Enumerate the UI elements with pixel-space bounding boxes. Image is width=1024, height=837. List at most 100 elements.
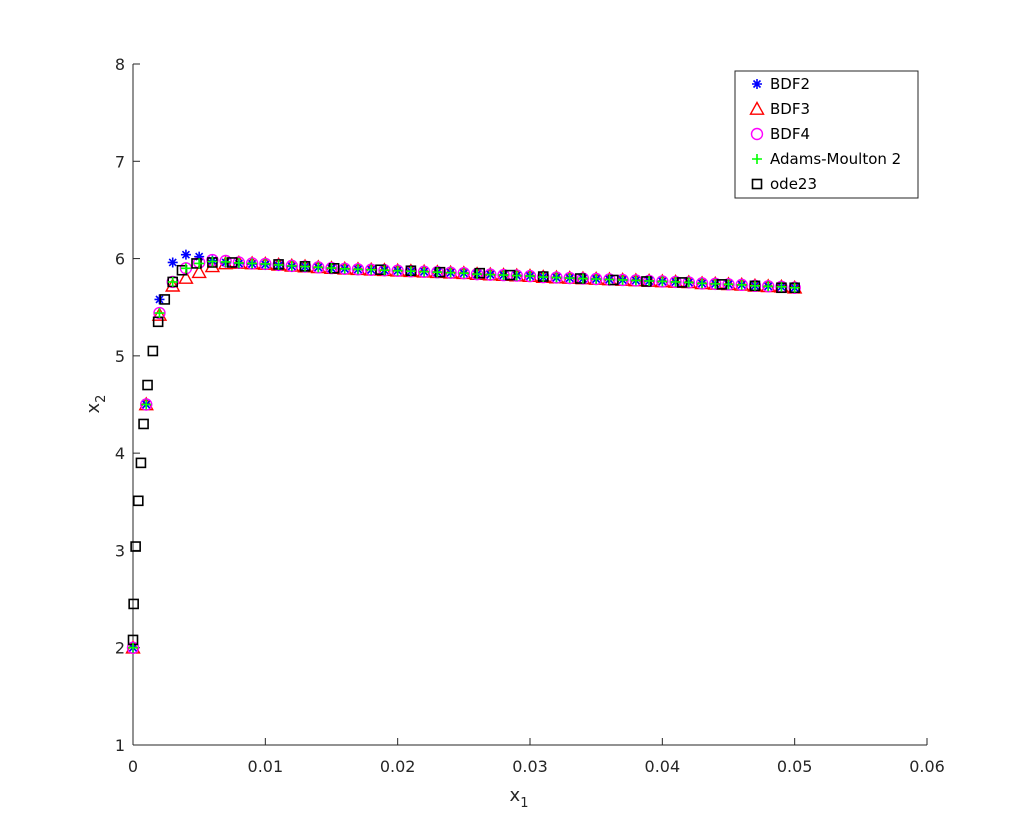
data-point <box>788 281 801 294</box>
data-point <box>325 261 338 275</box>
data-point <box>260 258 271 269</box>
data-point <box>551 272 562 283</box>
data-point <box>194 258 205 269</box>
data-point <box>589 272 603 286</box>
data-point <box>298 260 312 273</box>
data-point <box>130 541 141 552</box>
data-point <box>159 294 171 305</box>
data-point <box>789 282 800 293</box>
legend-label: ode23 <box>770 175 817 193</box>
legend-marker <box>752 79 762 89</box>
data-point <box>695 277 709 290</box>
data-point <box>135 457 147 469</box>
data-point <box>313 262 324 273</box>
data-point <box>132 495 144 507</box>
data-point <box>498 270 509 281</box>
data-point <box>153 306 166 320</box>
data-point <box>485 269 496 280</box>
data-point <box>167 276 178 287</box>
data-point <box>138 418 149 430</box>
data-point <box>391 264 404 277</box>
data-point <box>417 265 431 278</box>
data-point <box>510 269 523 282</box>
data-point <box>735 278 748 292</box>
legend-marker <box>750 127 764 141</box>
data-point <box>644 275 655 286</box>
data-point <box>326 263 337 274</box>
data-point <box>286 260 297 271</box>
data-point <box>141 399 152 410</box>
data-point <box>285 259 298 273</box>
data-point <box>683 277 694 288</box>
x-tick-label: 0.05 <box>777 757 813 776</box>
data-point <box>300 261 311 272</box>
data-point <box>697 278 708 289</box>
y-tick-label: 8 <box>115 55 125 74</box>
data-point <box>180 263 191 274</box>
legend-entry: ode23 <box>751 175 817 193</box>
data-point <box>472 269 483 280</box>
data-point <box>748 279 762 293</box>
data-point <box>576 272 590 285</box>
data-point <box>445 267 456 278</box>
legend-label: Adams-Moulton 2 <box>770 150 901 168</box>
data-point <box>763 281 774 292</box>
data-point <box>351 263 365 276</box>
data-point <box>749 280 760 291</box>
data-point <box>312 261 325 274</box>
series-circle-points <box>126 253 801 654</box>
data-point <box>564 273 575 284</box>
y-tick-label: 1 <box>115 736 125 755</box>
legend-box <box>734 70 919 199</box>
data-point <box>511 270 522 281</box>
y-tick-label: 7 <box>115 152 125 171</box>
data-point <box>669 275 682 289</box>
data-point <box>126 641 140 654</box>
data-point <box>723 279 734 290</box>
y-tick-label: 2 <box>115 639 125 658</box>
data-point <box>194 251 205 262</box>
data-point <box>617 274 628 285</box>
data-point <box>128 598 139 610</box>
data-point <box>525 271 535 282</box>
data-point <box>147 345 159 357</box>
data-point <box>657 276 668 287</box>
data-marks <box>125 249 803 654</box>
data-point <box>352 264 363 275</box>
x-tick-label: 0.01 <box>248 757 284 776</box>
data-point <box>191 264 207 279</box>
x-axis-title: x1 <box>510 785 529 811</box>
legend-entry: BDF4 <box>750 125 810 143</box>
data-point <box>577 273 588 284</box>
data-point <box>167 257 178 268</box>
series-square-points <box>127 257 800 646</box>
data-point <box>379 265 390 276</box>
data-point <box>154 308 165 319</box>
y-tick-label: 3 <box>115 541 125 560</box>
legend-label: BDF4 <box>770 125 810 143</box>
legend-marker <box>749 101 765 115</box>
data-point <box>220 256 231 267</box>
data-point <box>273 259 284 270</box>
x-tick-label: 0.02 <box>380 757 416 776</box>
legend: BDF2 BDF3 BDF4 Adams-Moulton 2 ode23 <box>734 70 919 199</box>
data-point <box>431 265 444 279</box>
data-point <box>591 274 602 285</box>
data-point <box>722 278 735 291</box>
data-point <box>178 270 194 284</box>
x-tick-label: 0.06 <box>909 757 945 776</box>
series-asterisk-points <box>128 249 800 653</box>
data-point <box>776 281 787 292</box>
data-point <box>656 275 669 288</box>
legend-marker <box>751 178 763 190</box>
data-point <box>204 258 221 273</box>
data-point <box>152 316 164 328</box>
data-point <box>682 276 695 289</box>
data-point <box>405 266 416 277</box>
x-tick-label: 0 <box>128 757 138 776</box>
data-point <box>523 269 537 283</box>
data-point <box>710 278 721 289</box>
data-point <box>419 266 430 277</box>
series-plus-points <box>128 256 800 653</box>
